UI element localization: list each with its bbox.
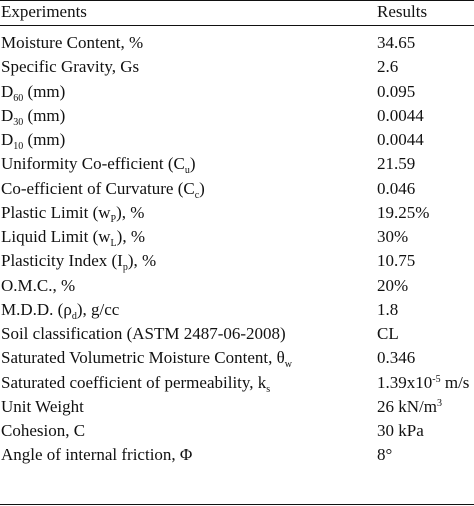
table-row: Moisture Content, % 34.65 xyxy=(0,31,474,55)
table-row: Liquid Limit (wL), % 30% xyxy=(0,225,474,249)
experiment-result: CL xyxy=(377,324,399,343)
table-row: D30 (mm) 0.0044 xyxy=(0,104,474,128)
experiment-name: O.M.C., % xyxy=(1,275,76,295)
experiment-result: 30 kPa xyxy=(377,421,424,440)
experiment-result: 19.25% xyxy=(377,202,430,222)
experiment-result: 1.39x10-5 m/s xyxy=(377,372,470,392)
header-experiments: Experiments xyxy=(1,2,87,21)
table-row: Plastic Limit (wP), % 19.25% xyxy=(0,201,474,225)
experiment-name: D60 (mm) xyxy=(1,81,66,104)
table-row: Co-efficient of Curvature (Cc) 0.046 xyxy=(0,177,474,201)
experiment-name: Saturated Volumetric Moisture Content, θ… xyxy=(1,348,292,371)
experiment-result: 30% xyxy=(377,227,409,246)
experiment-result: 0.0044 xyxy=(377,105,424,125)
table-row: M.D.D. (ρd), g/cc 1.8 xyxy=(0,298,474,322)
experiment-name: Soil classification (ASTM 2487-06-2008) xyxy=(1,324,286,343)
table-row: O.M.C., % 20% xyxy=(0,274,474,298)
table-top-rule xyxy=(0,0,474,1)
header-results: Results xyxy=(377,2,428,21)
table-body: Moisture Content, % 34.65 Specific Gravi… xyxy=(0,31,474,468)
experiment-result: 34.65 xyxy=(377,33,416,52)
table-row: Saturated coefficient of permeability, k… xyxy=(0,371,474,395)
experiment-result: 26 kN/m3 xyxy=(377,396,442,416)
experiment-result: 0.046 xyxy=(377,178,416,198)
experiment-name: Cohesion, C xyxy=(1,421,86,440)
table-row: Uniformity Co-efficient (Cu) 21.59 xyxy=(0,152,474,176)
experiment-name: Angle of internal friction, Φ xyxy=(1,445,193,465)
experiment-name: D10 (mm) xyxy=(1,130,66,152)
experiment-name: Plastic Limit (wP), % xyxy=(1,202,145,225)
table-row: D60 (mm) 0.095 xyxy=(0,80,474,104)
table-row: Soil classification (ASTM 2487-06-2008) … xyxy=(0,322,474,346)
table-header-row: Experiments Results xyxy=(0,1,474,23)
table-row: D10 (mm) 0.0044 xyxy=(0,128,474,152)
experiment-result: 1.8 xyxy=(377,299,399,319)
experiment-result: 8° xyxy=(377,445,393,465)
experiment-name: Liquid Limit (wL), % xyxy=(1,227,145,249)
table-row: Specific Gravity, Gs 2.6 xyxy=(0,55,474,79)
experiment-name: Moisture Content, % xyxy=(1,33,144,52)
experiment-name: Unit Weight xyxy=(1,396,84,416)
experiment-name: Specific Gravity, Gs xyxy=(1,57,140,77)
experiment-name: Saturated coefficient of permeability, k… xyxy=(1,372,271,395)
table-row: Unit Weight 26 kN/m3 xyxy=(0,395,474,419)
table-row: Plasticity Index (Ip), % 10.75 xyxy=(0,249,474,273)
table-row: Cohesion, C 30 kPa xyxy=(0,419,474,443)
experiment-name: Co-efficient of Curvature (Cc) xyxy=(1,178,205,201)
experiment-result: 21.59 xyxy=(377,154,416,174)
table-row: Saturated Volumetric Moisture Content, θ… xyxy=(0,346,474,370)
experiment-name: Plasticity Index (Ip), % xyxy=(1,251,157,274)
table-header-rule xyxy=(0,25,474,26)
table-row: Angle of internal friction, Φ 8° xyxy=(0,443,474,467)
experiment-name: M.D.D. (ρd), g/cc xyxy=(1,299,120,322)
experiment-result: 10.75 xyxy=(377,251,416,271)
experiment-result: 0.0044 xyxy=(377,130,424,149)
experiment-result: 0.346 xyxy=(377,348,416,368)
experiment-name: Uniformity Co-efficient (Cu) xyxy=(1,154,196,177)
table-bottom-rule xyxy=(0,504,474,505)
experiment-result: 0.095 xyxy=(377,81,416,101)
experiment-name: D30 (mm) xyxy=(1,105,66,128)
experiment-result: 2.6 xyxy=(377,57,399,77)
experiment-result: 20% xyxy=(377,275,409,295)
